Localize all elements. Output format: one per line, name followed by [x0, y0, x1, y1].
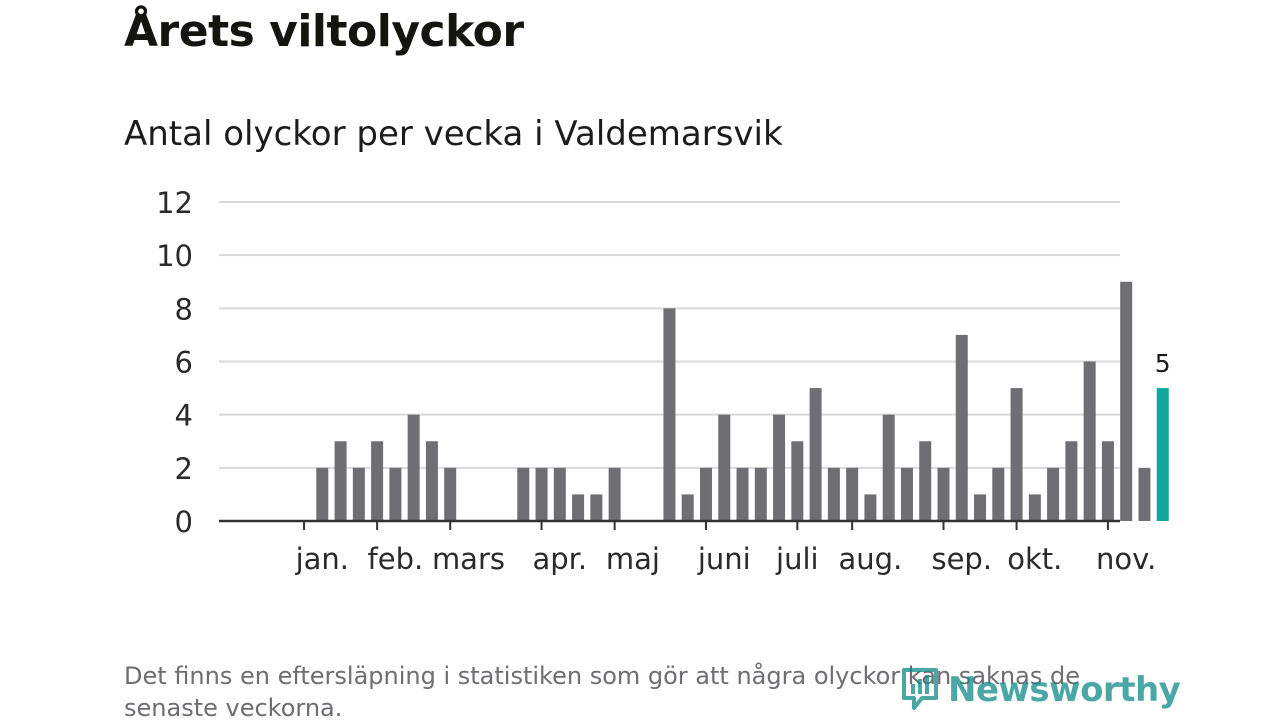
- x-month-label: feb.: [368, 542, 424, 576]
- bar: [699, 467, 712, 521]
- bar: [1120, 281, 1133, 521]
- bar: [444, 467, 457, 521]
- bar: [371, 441, 384, 521]
- y-tick-label: 8: [175, 292, 193, 326]
- bar: [827, 467, 840, 521]
- bar: [553, 467, 566, 521]
- bar: [992, 467, 1005, 521]
- bar: [407, 414, 420, 521]
- x-axis-labels: jan. feb. mars apr. maj juni juli aug. sep. okt. n…: [295, 542, 1157, 576]
- x-axis: [219, 519, 1120, 530]
- y-tick-label: 12: [156, 186, 193, 220]
- bars: 5: [316, 281, 1171, 521]
- x-month-label: sep.: [931, 542, 992, 576]
- bar: [754, 467, 767, 521]
- bar: [809, 388, 822, 521]
- bar: [846, 467, 859, 521]
- newsworthy-label: Newsworthy: [948, 670, 1181, 710]
- x-month-label: mars: [432, 542, 505, 576]
- bar: [572, 494, 585, 521]
- bar: [773, 414, 786, 521]
- bar: [1101, 441, 1114, 521]
- bar: [1028, 494, 1041, 521]
- chart-title: Årets viltolyckor: [124, 6, 524, 57]
- y-tick-label: 0: [175, 505, 193, 539]
- bar: [736, 467, 749, 521]
- bar: [937, 467, 950, 521]
- bar: [718, 414, 731, 521]
- bar-highlight: [1156, 388, 1169, 521]
- bar: [1065, 441, 1078, 521]
- bar: [900, 467, 913, 521]
- bar: [919, 441, 932, 521]
- bar: [389, 467, 402, 521]
- x-month-label: apr.: [532, 542, 587, 576]
- bar: [425, 441, 438, 521]
- x-month-label: jan.: [295, 542, 349, 576]
- bar: [316, 467, 329, 521]
- bar: [1083, 361, 1096, 521]
- bar: [955, 334, 968, 521]
- bar: [663, 308, 676, 521]
- bar: [352, 467, 365, 521]
- bar: [791, 441, 804, 521]
- bar: [864, 494, 877, 521]
- newsworthy-logo-icon: [900, 666, 940, 714]
- x-month-label: juni: [697, 542, 751, 576]
- bar: [535, 467, 548, 521]
- y-tick-label: 6: [175, 346, 193, 380]
- x-month-label: nov.: [1096, 542, 1156, 576]
- y-tick-label: 2: [175, 452, 193, 486]
- bar: [882, 414, 895, 521]
- bar: [681, 494, 694, 521]
- bar: [974, 494, 987, 521]
- newsworthy-brand[interactable]: Newsworthy: [900, 666, 1181, 714]
- x-month-label: aug.: [839, 542, 903, 576]
- x-month-label: juli: [775, 542, 819, 576]
- x-month-label: maj: [606, 542, 660, 576]
- bar: [608, 467, 621, 521]
- y-tick-label: 4: [175, 399, 193, 433]
- bar: [1138, 467, 1151, 521]
- bar: [1047, 467, 1060, 521]
- chart-subtitle: Antal olyckor per vecka i Valdemarsvik: [124, 114, 783, 154]
- y-axis-labels: 0 2 4 6 8 10 12: [156, 186, 193, 539]
- bar: [334, 441, 347, 521]
- y-tick-label: 10: [156, 239, 193, 273]
- bar: [1010, 388, 1023, 521]
- bar: [517, 467, 530, 521]
- x-month-label: okt.: [1007, 542, 1062, 576]
- bar-value-label: 5: [1155, 349, 1171, 378]
- bar: [590, 494, 603, 521]
